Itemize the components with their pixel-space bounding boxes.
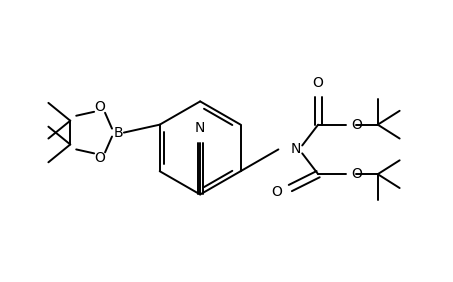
Text: O: O (271, 185, 282, 199)
Text: O: O (95, 100, 106, 114)
Text: O: O (351, 118, 362, 132)
Text: O: O (95, 151, 106, 165)
Text: N: N (195, 121, 205, 135)
Text: N: N (291, 142, 301, 157)
Text: O: O (351, 167, 362, 181)
Text: B: B (113, 125, 123, 140)
Text: O: O (313, 76, 323, 90)
